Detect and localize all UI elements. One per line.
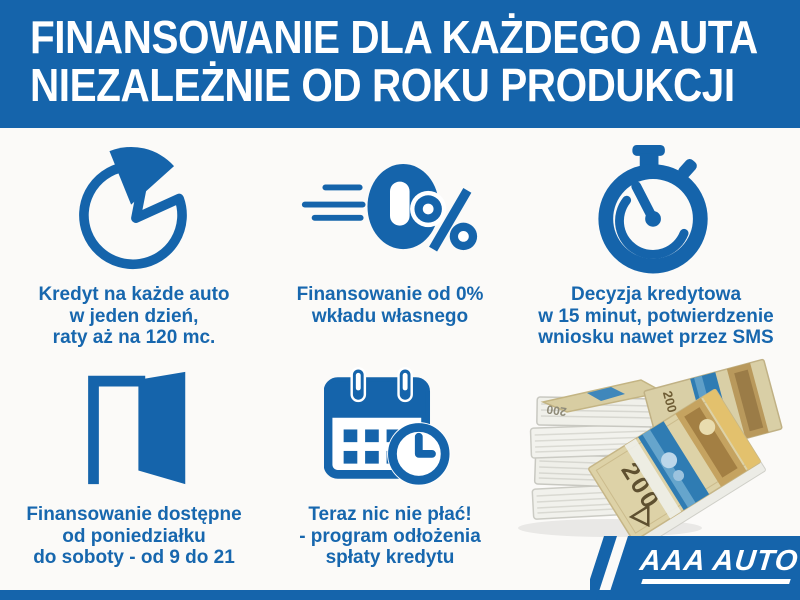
money-bundle-front: 200 [588,388,766,545]
feature-zero-percent: Finansowanie od 0% wkładu własnego [268,140,512,327]
feature-text: Kredyt na każde auto w jeden dzień, raty… [8,284,260,349]
feature-text-line: - program odłożenia [299,525,481,547]
feature-text-line: raty aż na 120 mc. [52,327,216,348]
open-door-icon [8,360,260,496]
header-banner: FINANSOWANIE DLA KAŻDEGO AUTA NIEZALEŻNI… [0,0,800,128]
feature-text-line: Finansowanie od 0% [296,284,484,305]
logo-underline [641,579,791,584]
feature-text-line: do soboty - od 9 do 21 [33,547,235,568]
header-line-2: NIEZALEŻNIE OD ROKU PRODUKCJI [30,59,735,111]
banknotes-photo: 200 200 200 [505,358,800,545]
feature-text-line: wkładu własnego [311,305,469,327]
stopwatch-icon [520,140,792,276]
feature-credit-every-car: Kredyt na każde auto w jeden dzień, raty… [8,140,260,349]
feature-text: Finansowanie od 0% wkładu własnego [268,284,512,327]
feature-text-line: od poniedziałku [62,525,206,547]
feature-text-line: w jeden dzień, [69,305,199,327]
logo-text: AAA AUTO [638,545,800,577]
feature-text-line: Kredyt na każde auto [38,284,230,305]
feature-text: Decyzja kredytowa w 15 minut, potwierdze… [520,284,792,349]
feature-text: Teraz nic nie płać! - program odłożenia … [268,504,512,569]
feature-text-line: Decyzja kredytowa [570,284,742,305]
aaa-auto-logo: AAA AUTO [590,534,800,600]
pie-chart-icon [8,140,260,276]
feature-text: Finansowanie dostępne od poniedziałku do… [8,504,260,569]
bottom-blue-bar [0,590,800,600]
banknote-200-label: 200 [545,402,567,419]
calendar-clock-icon [268,360,512,496]
feature-text-line: Teraz nic nie płać! [308,504,472,525]
feature-opening-hours: Finansowanie dostępne od poniedziałku do… [8,360,260,569]
zero-percent-icon [268,140,512,276]
feature-text-line: wniosku nawet przez SMS [538,327,774,348]
header-line-1: FINANSOWANIE DLA KAŻDEGO AUTA [30,11,758,63]
feature-credit-decision: Decyzja kredytowa w 15 minut, potwierdze… [520,140,792,349]
feature-text-line: spłaty kredytu [325,547,455,568]
feature-defer-payment: Teraz nic nie płać! - program odłożenia … [268,360,512,569]
banknote-200-label: 200 [660,389,680,414]
feature-text-line: w 15 minut, potwierdzenie [538,305,774,327]
feature-text-line: Finansowanie dostępne [26,504,242,525]
